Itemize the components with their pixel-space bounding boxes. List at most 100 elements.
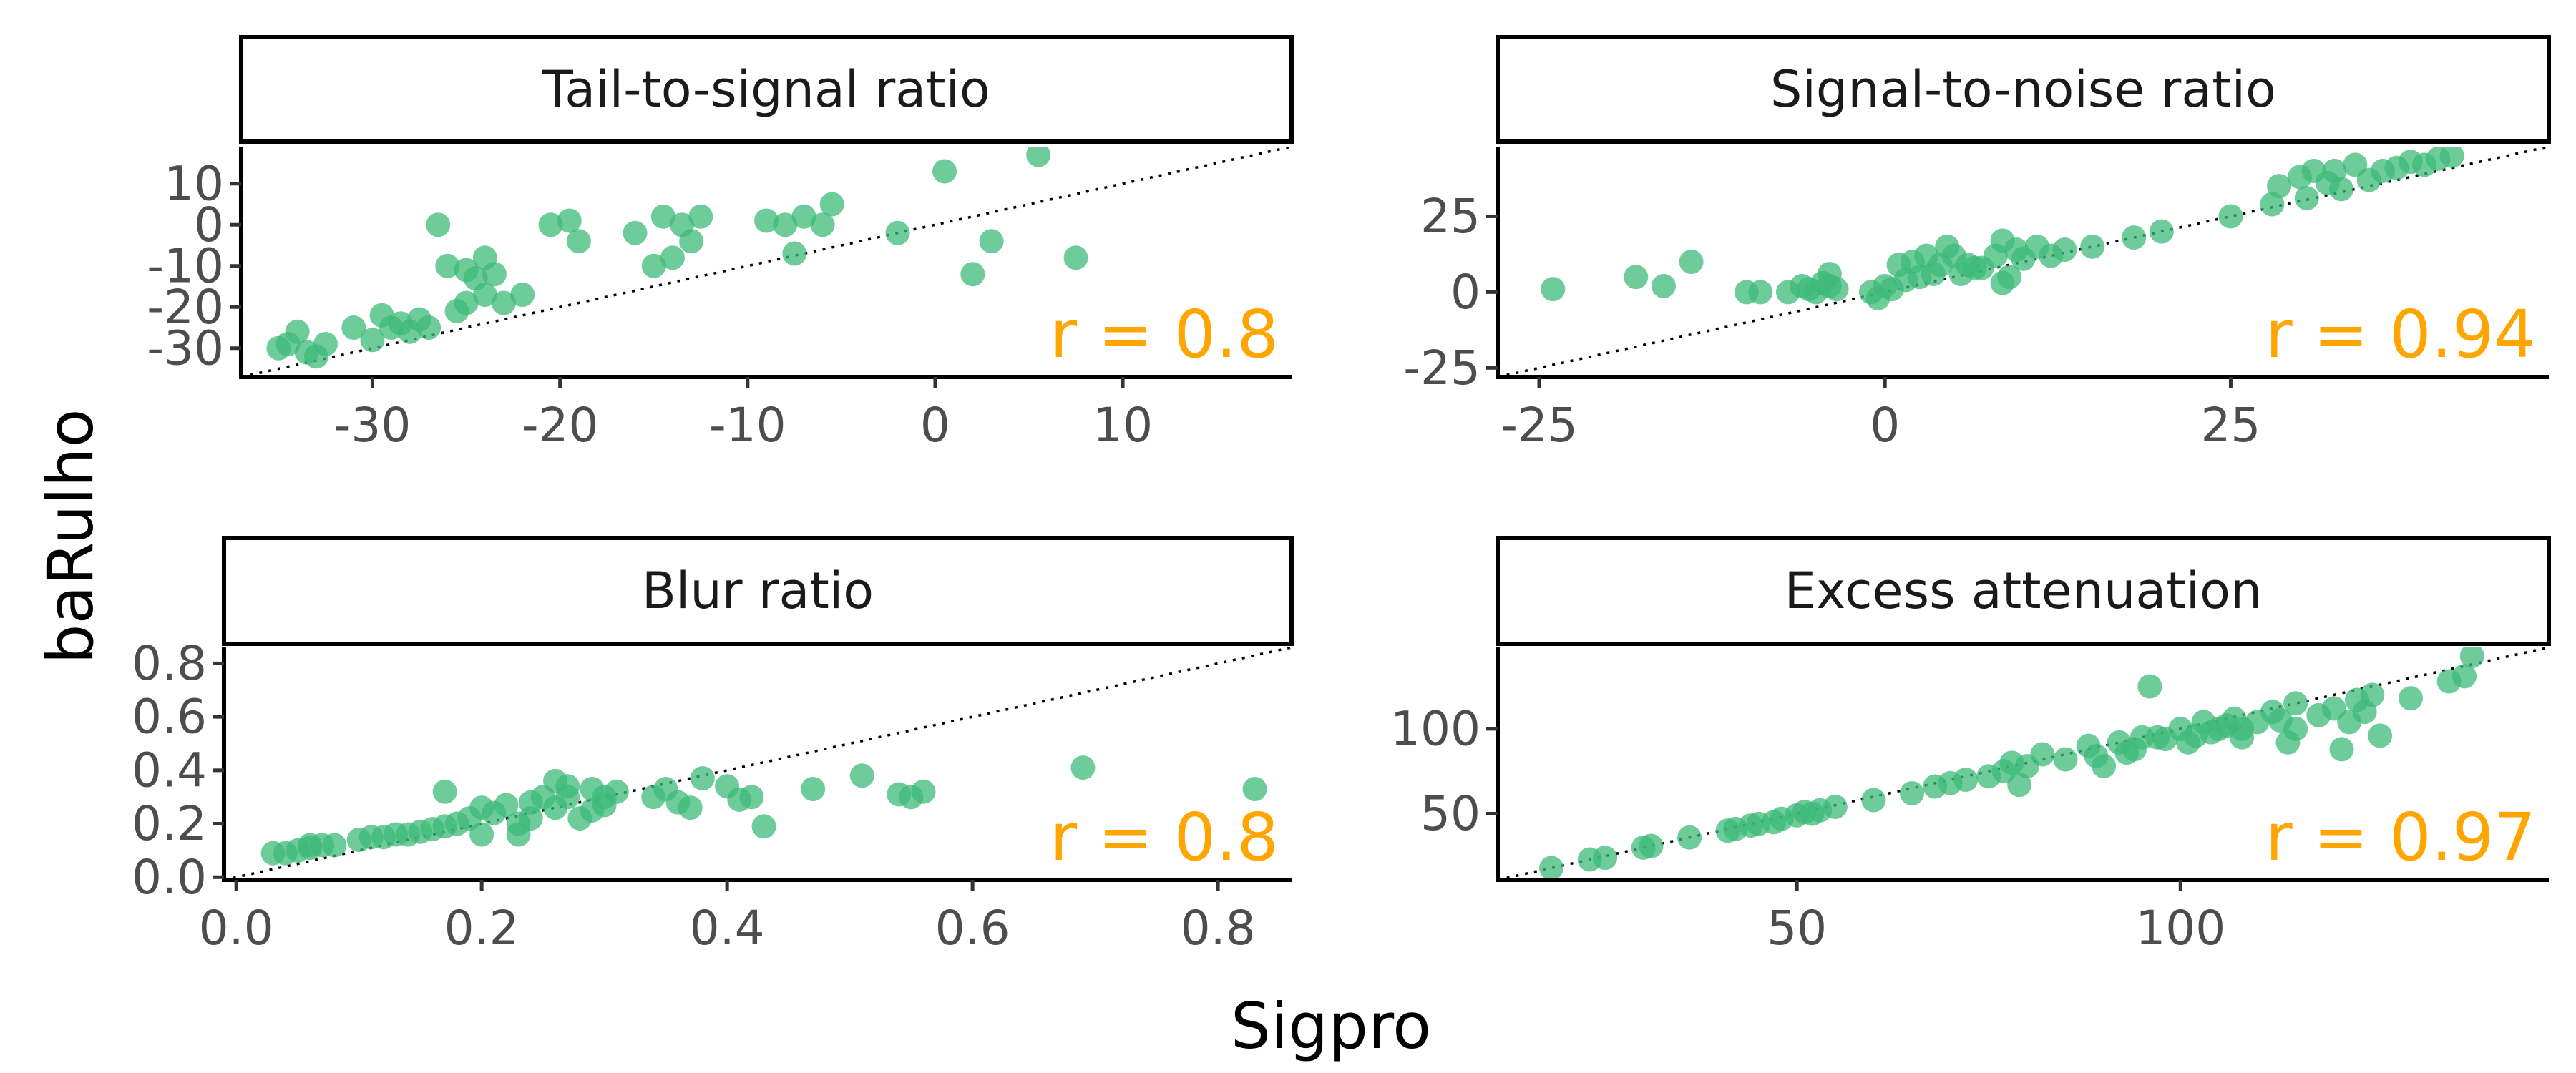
strip-title: Tail-to-signal ratio bbox=[542, 60, 990, 119]
x-axis-title: Sigpro bbox=[1231, 989, 1431, 1063]
data-point bbox=[1639, 833, 1664, 858]
data-point bbox=[2329, 177, 2354, 202]
x-tick-label: 0.8 bbox=[1181, 901, 1256, 956]
data-point bbox=[911, 779, 936, 804]
data-point bbox=[650, 204, 675, 229]
data-point bbox=[690, 766, 715, 791]
data-point bbox=[2459, 647, 2484, 668]
data-point bbox=[1953, 768, 1979, 793]
data-point bbox=[2452, 664, 2477, 689]
data-point bbox=[1539, 856, 1564, 880]
strip-box bbox=[1496, 536, 2551, 646]
data-point bbox=[432, 779, 457, 804]
correlation-annotation: r = 0.94 bbox=[2265, 296, 2536, 373]
data-point bbox=[2052, 237, 2077, 263]
data-point bbox=[1026, 147, 1051, 167]
data-point bbox=[538, 212, 563, 237]
data-point bbox=[2283, 716, 2308, 741]
y-tick-label: 0 bbox=[194, 197, 224, 253]
data-point bbox=[2007, 773, 2032, 798]
data-point bbox=[960, 262, 985, 287]
data-point bbox=[494, 793, 519, 818]
y-tick-label: 0.6 bbox=[132, 690, 207, 745]
data-point bbox=[2283, 691, 2308, 716]
data-point bbox=[979, 229, 1004, 254]
y-tick-label: 100 bbox=[1390, 701, 1480, 756]
y-tick-label: 50 bbox=[1420, 786, 1480, 841]
data-point bbox=[2080, 234, 2105, 259]
identity-reference-line bbox=[1498, 647, 2549, 880]
data-point bbox=[555, 785, 580, 810]
y-tick-label: 0.2 bbox=[132, 796, 207, 851]
data-point bbox=[435, 253, 460, 278]
data-point bbox=[1861, 788, 1886, 813]
correlation-annotation: r = 0.8 bbox=[1050, 296, 1279, 373]
data-point bbox=[1823, 794, 1848, 819]
data-point bbox=[688, 204, 713, 229]
data-point bbox=[1677, 825, 1702, 850]
points-group bbox=[1541, 147, 2464, 310]
data-point bbox=[285, 319, 310, 344]
data-point bbox=[2149, 219, 2174, 244]
data-point bbox=[660, 245, 685, 270]
data-point bbox=[678, 795, 703, 820]
data-point bbox=[739, 785, 764, 810]
strip-box bbox=[222, 536, 1294, 646]
data-point bbox=[2398, 686, 2423, 711]
data-point bbox=[1624, 265, 1649, 290]
y-tick-label: 25 bbox=[1420, 189, 1480, 244]
strip-title: Signal-to-noise ratio bbox=[1770, 60, 2276, 119]
data-point bbox=[518, 806, 543, 831]
data-point bbox=[2218, 204, 2243, 229]
data-point bbox=[557, 208, 582, 233]
x-tick-label: 100 bbox=[2135, 901, 2225, 956]
data-point bbox=[313, 332, 338, 356]
data-point bbox=[754, 208, 779, 233]
data-point bbox=[782, 241, 807, 266]
correlation-annotation: r = 0.8 bbox=[1050, 799, 1279, 876]
data-point bbox=[751, 814, 776, 839]
data-point bbox=[2053, 747, 2078, 772]
data-point bbox=[801, 776, 826, 801]
data-point bbox=[1824, 277, 1849, 302]
data-point bbox=[426, 212, 451, 237]
data-point bbox=[1541, 277, 1566, 302]
data-point bbox=[2230, 725, 2255, 750]
x-tick-label: -20 bbox=[522, 398, 599, 453]
y-tick-label: 0 bbox=[1450, 265, 1480, 320]
data-point bbox=[469, 822, 494, 847]
panels-layer: Tail-to-signal ratio-30 -20 -10 0 10-30-20-1… bbox=[132, 35, 2551, 956]
x-tick-label: 25 bbox=[2200, 398, 2260, 453]
data-point bbox=[2329, 737, 2354, 762]
y-axis-title: baRulho bbox=[34, 409, 107, 665]
data-point bbox=[819, 192, 844, 217]
strip-box bbox=[1496, 35, 2551, 144]
identity-reference-line bbox=[1498, 147, 2549, 377]
x-tick-label: 10 bbox=[1093, 398, 1153, 453]
strip-title: Excess attenuation bbox=[1785, 562, 2263, 620]
data-point bbox=[2294, 186, 2319, 211]
panel-4: Excess attenuation 50 100 50 100 r = 0.97 bbox=[1390, 536, 2551, 956]
data-point bbox=[849, 763, 874, 788]
data-point bbox=[1063, 245, 1088, 270]
y-tick-label: 0.0 bbox=[132, 850, 207, 905]
data-point bbox=[2137, 674, 2162, 699]
x-tick-label: 0.2 bbox=[444, 901, 519, 956]
y-tick-label: -20 bbox=[147, 280, 224, 335]
x-tick-label: 50 bbox=[1767, 901, 1827, 956]
data-point bbox=[2360, 682, 2385, 707]
y-tick-label: 0.8 bbox=[132, 636, 207, 691]
data-point bbox=[566, 229, 591, 254]
y-tick-label: -25 bbox=[1403, 340, 1480, 396]
data-point bbox=[492, 290, 516, 315]
x-tick-label: -25 bbox=[1501, 398, 1578, 453]
x-tick-label: 0.6 bbox=[935, 901, 1010, 956]
data-point bbox=[360, 328, 385, 353]
data-point bbox=[322, 833, 347, 858]
data-point bbox=[773, 212, 798, 237]
x-tick-label: -10 bbox=[709, 398, 786, 453]
data-point bbox=[1242, 776, 1267, 801]
